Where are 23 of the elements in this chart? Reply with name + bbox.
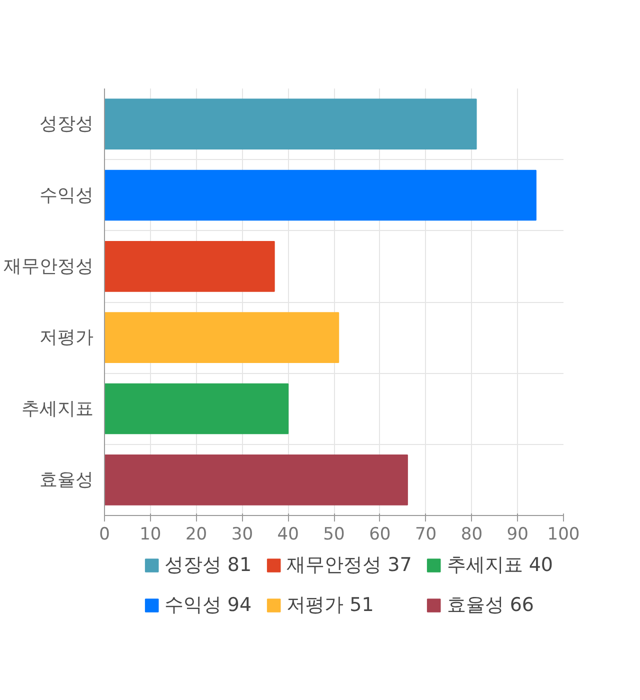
x-tick-label: 10	[140, 524, 162, 544]
legend-label: 재무안정성 37	[286, 553, 412, 578]
legend-label: 성장성 81	[164, 553, 252, 578]
legend-label: 수익성 94	[164, 593, 252, 618]
x-tick-label: 90	[506, 524, 528, 544]
x-tick-label: 70	[414, 524, 437, 544]
x-tick-label: 20	[185, 524, 208, 544]
x-tick-label: 50	[323, 524, 345, 544]
y-tick-label: 재무안정성	[4, 256, 94, 277]
y-tick-label: 성장성	[40, 114, 94, 135]
y-tick-label: 수익성	[40, 184, 94, 206]
x-tick-label: 40	[277, 524, 299, 544]
legend-label: 추세지표 40	[446, 553, 553, 578]
y-tick-label: 저평가	[40, 327, 94, 348]
legend-label: 저평가 51	[286, 593, 374, 618]
y-tick-label: 효율성	[40, 469, 94, 490]
legend-label: 효율성 66	[446, 593, 534, 618]
x-tick-label: 100	[547, 524, 580, 544]
x-tick-label: 0	[99, 524, 110, 544]
x-tick-label: 30	[231, 524, 254, 544]
y-tick-label: 추세지표	[22, 398, 94, 420]
x-tick-label: 60	[369, 524, 391, 544]
x-tick-label: 80	[460, 524, 483, 544]
